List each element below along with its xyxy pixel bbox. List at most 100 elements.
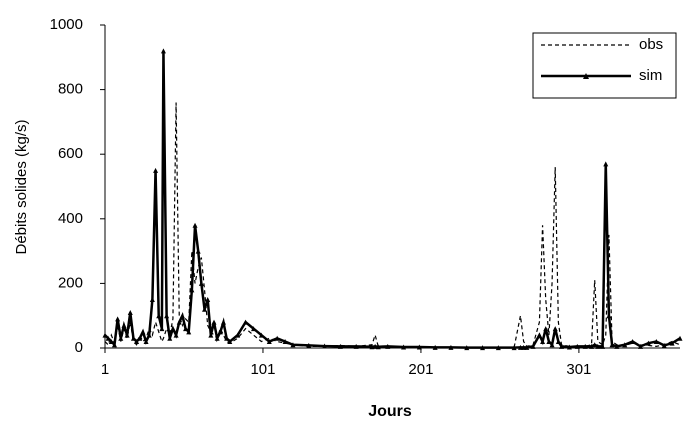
marker (167, 335, 173, 341)
marker (480, 345, 486, 351)
marker (622, 342, 628, 348)
marker (183, 326, 189, 332)
marker (189, 287, 195, 293)
marker (595, 343, 601, 349)
marker (306, 342, 312, 348)
marker (108, 339, 114, 345)
marker (102, 332, 108, 338)
marker (140, 329, 146, 335)
marker (121, 322, 127, 328)
marker (137, 335, 143, 341)
x-tick-label: 301 (566, 361, 591, 378)
marker (589, 343, 595, 349)
marker (195, 248, 201, 254)
y-tick-label: 200 (58, 274, 83, 291)
marker (211, 319, 217, 325)
marker (274, 335, 280, 341)
marker (205, 297, 211, 303)
marker (111, 342, 117, 348)
marker (401, 344, 407, 350)
marker (186, 329, 192, 335)
marker (170, 326, 176, 332)
x-tick-label: 101 (250, 361, 275, 378)
marker (173, 332, 179, 338)
marker (127, 309, 133, 315)
marker (235, 332, 241, 338)
marker (603, 161, 609, 167)
marker (282, 339, 288, 345)
y-tick-label: 0 (75, 339, 83, 356)
marker (543, 326, 549, 332)
marker (227, 339, 233, 345)
marker (375, 344, 381, 350)
marker (115, 316, 121, 322)
marker (645, 340, 651, 346)
marker (385, 343, 391, 349)
marker (130, 335, 136, 341)
marker (160, 48, 166, 54)
marker (266, 339, 272, 345)
marker (159, 326, 165, 332)
marker (559, 343, 565, 349)
y-tick-label: 400 (58, 210, 83, 227)
marker (464, 345, 470, 351)
marker (614, 343, 620, 349)
marker (448, 344, 454, 350)
marker (432, 344, 438, 350)
marker (118, 335, 124, 341)
y-axis-label: Débits solides (kg/s) (13, 119, 30, 254)
marker (574, 343, 580, 349)
legend-label: sim (639, 67, 662, 84)
marker (134, 339, 140, 345)
marker (653, 339, 659, 345)
marker (176, 319, 182, 325)
marker (156, 313, 162, 319)
marker (600, 343, 606, 349)
marker (511, 345, 517, 351)
marker (592, 342, 598, 348)
marker (540, 339, 546, 345)
marker (638, 343, 644, 349)
marker (149, 297, 155, 303)
marker (143, 339, 149, 345)
marker (630, 339, 636, 345)
marker (164, 313, 170, 319)
y-tick-label: 600 (58, 145, 83, 162)
legend-marker (583, 73, 589, 79)
x-tick-label: 201 (408, 361, 433, 378)
marker (208, 332, 214, 338)
marker (258, 332, 264, 338)
marker (353, 343, 359, 349)
x-tick-label: 1 (101, 361, 109, 378)
marker (524, 344, 530, 350)
marker (105, 335, 111, 341)
marker (198, 280, 204, 286)
marker (521, 344, 527, 350)
x-axis-label: Jours (368, 403, 412, 420)
marker (202, 306, 208, 312)
marker (124, 332, 130, 338)
marker (606, 313, 612, 319)
y-tick-label: 1000 (50, 16, 83, 33)
marker (372, 343, 378, 349)
marker (530, 343, 536, 349)
marker (217, 329, 223, 335)
marker (609, 342, 615, 348)
marker (192, 222, 198, 228)
marker (153, 167, 159, 173)
marker (677, 335, 683, 341)
legend-label: obs (639, 36, 663, 53)
legend-box (532, 32, 677, 99)
marker (566, 344, 572, 350)
marker (146, 332, 152, 338)
marker (220, 319, 226, 325)
marker (243, 319, 249, 325)
marker (582, 343, 588, 349)
marker (337, 343, 343, 349)
marker (549, 342, 555, 348)
marker (661, 342, 667, 348)
y-tick-label: 800 (58, 81, 83, 98)
marker (250, 326, 256, 332)
marker (555, 339, 561, 345)
